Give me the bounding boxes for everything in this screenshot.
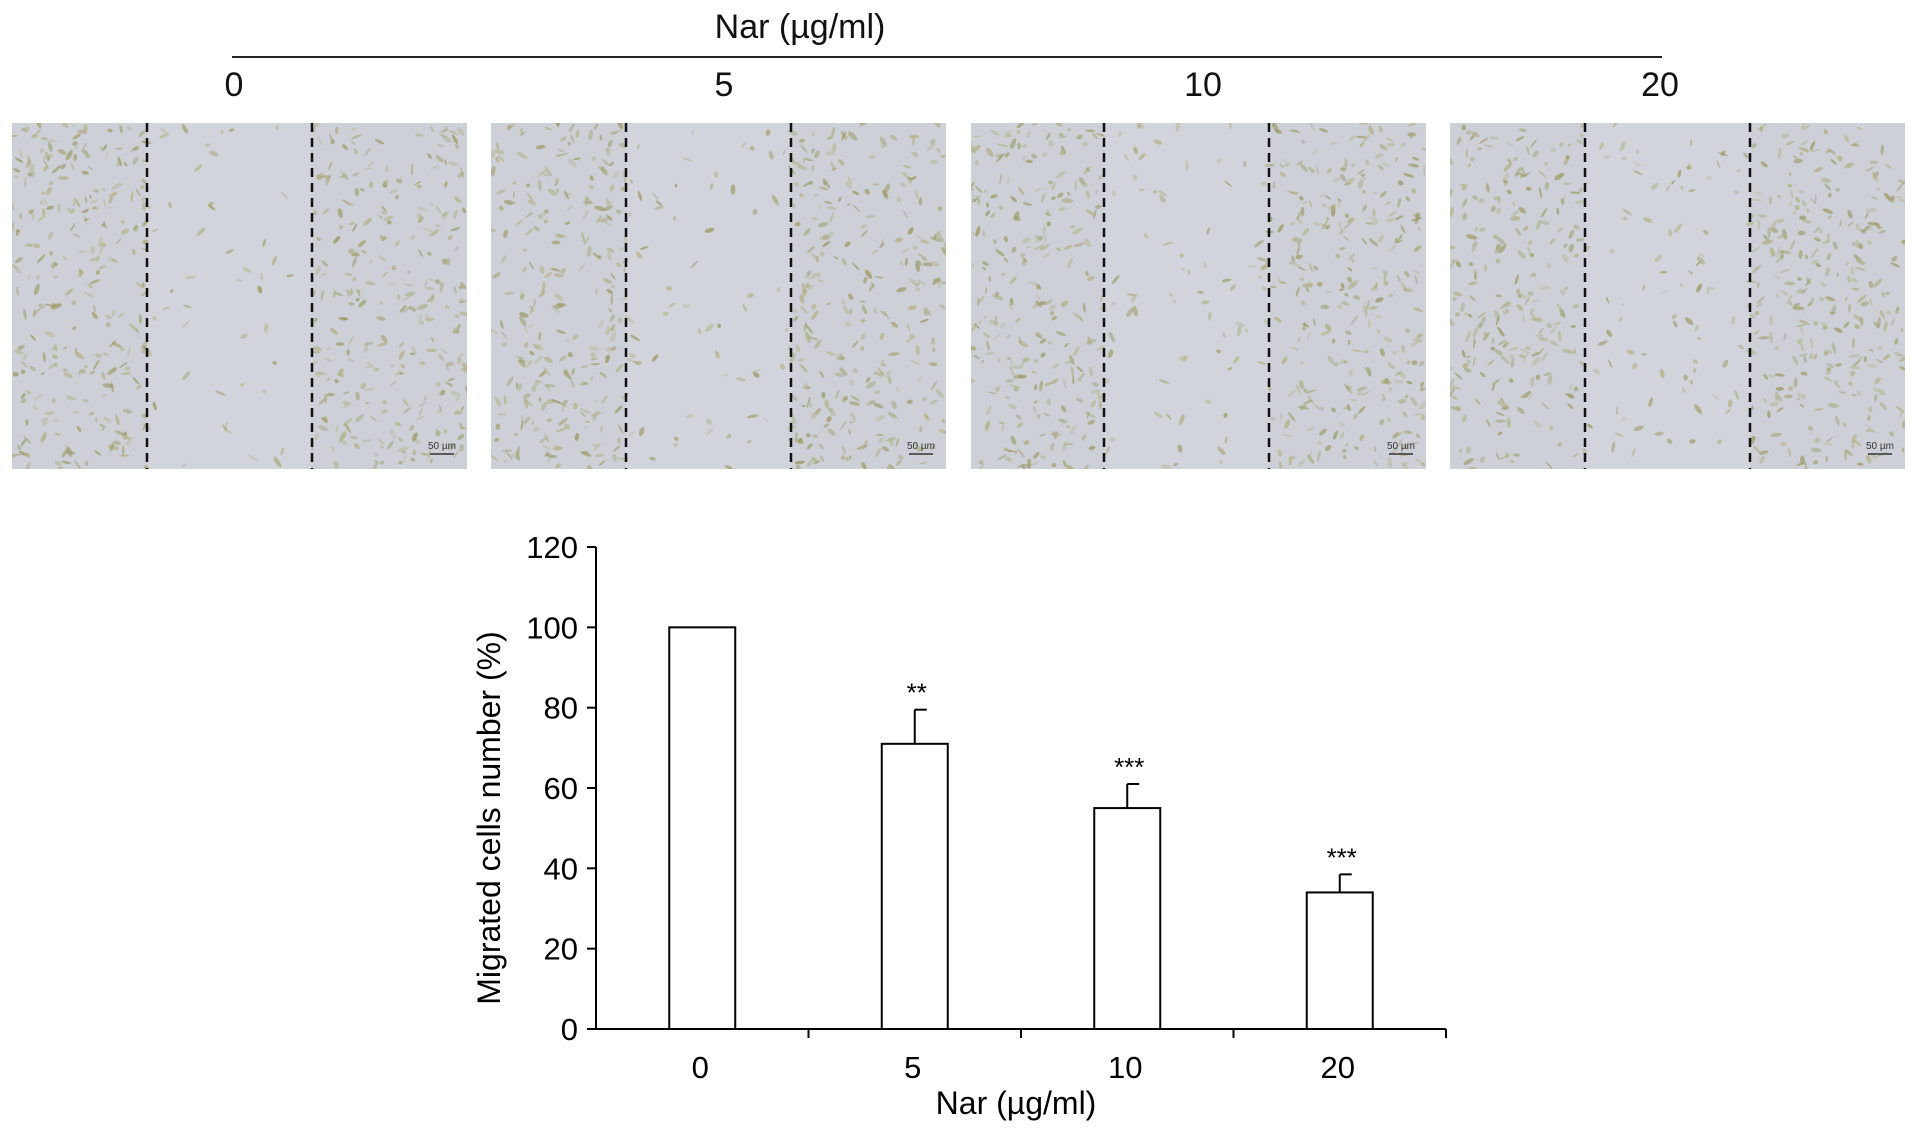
bar <box>1093 807 1162 1030</box>
micrograph-image: 50 µm <box>491 123 946 469</box>
x-axis-label: Nar (µg/ml) <box>936 1085 1097 1121</box>
bar <box>880 742 949 1030</box>
y-tick-label: 20 <box>544 932 578 967</box>
micrograph-panel-0: 50 µm <box>12 123 467 469</box>
scale-bar-label: 50 µm <box>1866 441 1894 452</box>
concentration-label-0: 0 <box>224 66 244 104</box>
concentration-label-20: 20 <box>1641 66 1679 104</box>
x-tick-label: 20 <box>1321 1050 1355 1085</box>
y-tick-label: 60 <box>544 771 578 806</box>
significance-label: *** <box>1114 752 1144 782</box>
x-tick-label: 0 <box>692 1050 709 1085</box>
scale-bar-label: 50 µm <box>907 441 935 452</box>
y-tick-label: 80 <box>544 691 578 726</box>
significance-label: ** <box>907 678 927 708</box>
y-tick-label: 40 <box>544 851 578 886</box>
bar <box>1305 891 1374 1031</box>
micrograph-image: 50 µm <box>1450 123 1905 469</box>
y-tick-label: 0 <box>561 1012 578 1047</box>
figure-header-title: Nar (µg/ml) <box>714 8 886 46</box>
x-tick-label: 5 <box>904 1050 921 1085</box>
y-tick-label: 100 <box>526 610 578 645</box>
concentration-label-10: 10 <box>1184 66 1222 104</box>
micrograph-panel-5: 50 µm <box>491 123 946 469</box>
header-rule <box>232 56 1662 58</box>
micrograph-image: 50 µm <box>12 123 467 469</box>
scale-bar-label: 50 µm <box>428 441 456 452</box>
y-tick-label: 120 <box>526 530 578 565</box>
micrograph-panel-10: 50 µm <box>971 123 1426 469</box>
concentration-label-5: 5 <box>714 66 734 104</box>
x-tick-label: 10 <box>1108 1050 1142 1085</box>
bar <box>668 626 737 1030</box>
scale-bar-label: 50 µm <box>1387 441 1415 452</box>
y-axis-label: Migrated cells number (%) <box>471 631 507 1004</box>
micrograph-panel-20: 50 µm <box>1450 123 1905 469</box>
micrograph-image: 50 µm <box>971 123 1426 469</box>
significance-label: *** <box>1327 842 1357 872</box>
